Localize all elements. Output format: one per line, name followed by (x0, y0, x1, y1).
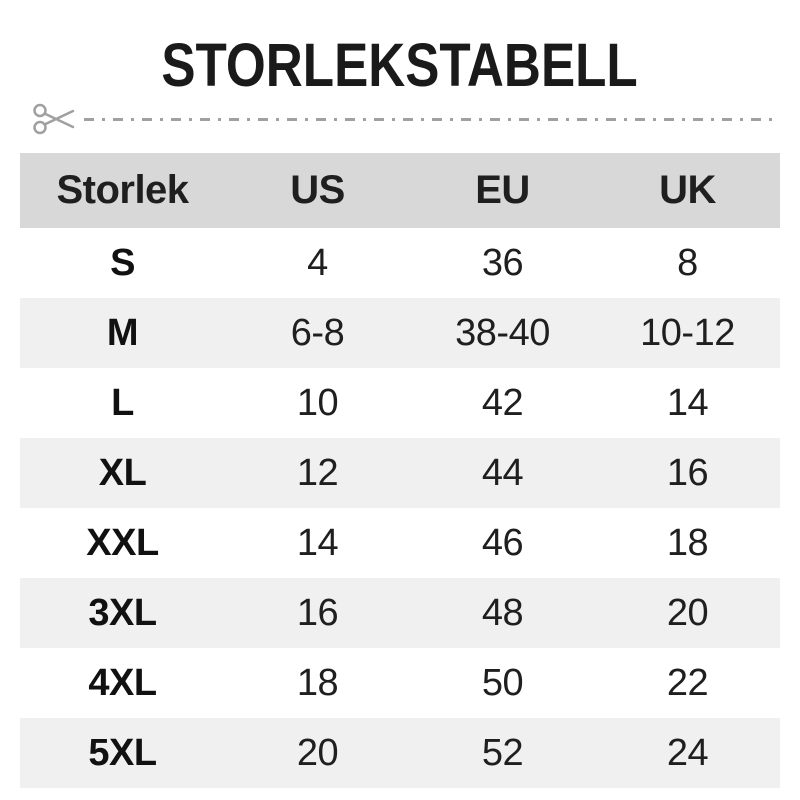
eu-cell: 48 (481, 591, 524, 634)
eu-cell: 44 (481, 451, 524, 494)
size-cell: 3XL (88, 591, 157, 634)
uk-cell: 24 (666, 731, 709, 774)
us-cell: 4 (307, 241, 328, 284)
us-cell: 20 (296, 731, 339, 774)
table-row: 5XL 20 52 24 (20, 718, 780, 788)
eu-cell: 38-40 (455, 311, 550, 354)
us-cell: 14 (296, 521, 339, 564)
header-eu: EU (475, 168, 530, 212)
cut-line (32, 99, 774, 139)
us-cell: 6-8 (290, 311, 345, 354)
table-row: L 10 42 14 (20, 368, 780, 438)
scissors-icon (33, 103, 75, 135)
size-cell: 5XL (88, 731, 157, 774)
eu-cell: 42 (481, 381, 524, 424)
us-cell: 12 (296, 451, 339, 494)
table-header-row: Storlek US EU UK (20, 153, 780, 228)
uk-cell: 20 (666, 591, 709, 634)
us-cell: 10 (296, 381, 339, 424)
size-cell: M (106, 311, 139, 354)
size-cell: XL (98, 451, 147, 494)
size-cell: L (111, 381, 134, 424)
uk-cell: 14 (666, 381, 709, 424)
uk-cell: 16 (666, 451, 709, 494)
header-storlek: Storlek (56, 168, 189, 212)
page-title-text: STORLEKSTABELL (161, 31, 639, 99)
eu-cell: 46 (481, 521, 524, 564)
table-row: M 6-8 38-40 10-12 (20, 298, 780, 368)
table-row: 4XL 18 50 22 (20, 648, 780, 718)
us-cell: 16 (296, 591, 339, 634)
header-us: US (290, 168, 345, 212)
dash-dot-line (84, 117, 774, 121)
us-cell: 18 (296, 661, 339, 704)
size-cell: S (110, 241, 135, 284)
page-title: STORLEKSTABELL (0, 34, 800, 96)
size-cell: XXL (86, 521, 159, 564)
eu-cell: 50 (481, 661, 524, 704)
uk-cell: 18 (666, 521, 709, 564)
table-row: XL 12 44 16 (20, 438, 780, 508)
eu-cell: 52 (481, 731, 524, 774)
eu-cell: 36 (481, 241, 524, 284)
header-uk: UK (659, 168, 716, 212)
table-row: S 4 36 8 (20, 228, 780, 298)
table-row: XXL 14 46 18 (20, 508, 780, 578)
uk-cell: 22 (666, 661, 709, 704)
table-row: 3XL 16 48 20 (20, 578, 780, 648)
uk-cell: 10-12 (640, 311, 735, 354)
size-table: Storlek US EU UK S 4 36 8 M 6-8 38-40 10… (20, 153, 780, 788)
size-cell: 4XL (88, 661, 157, 704)
uk-cell: 8 (677, 241, 698, 284)
